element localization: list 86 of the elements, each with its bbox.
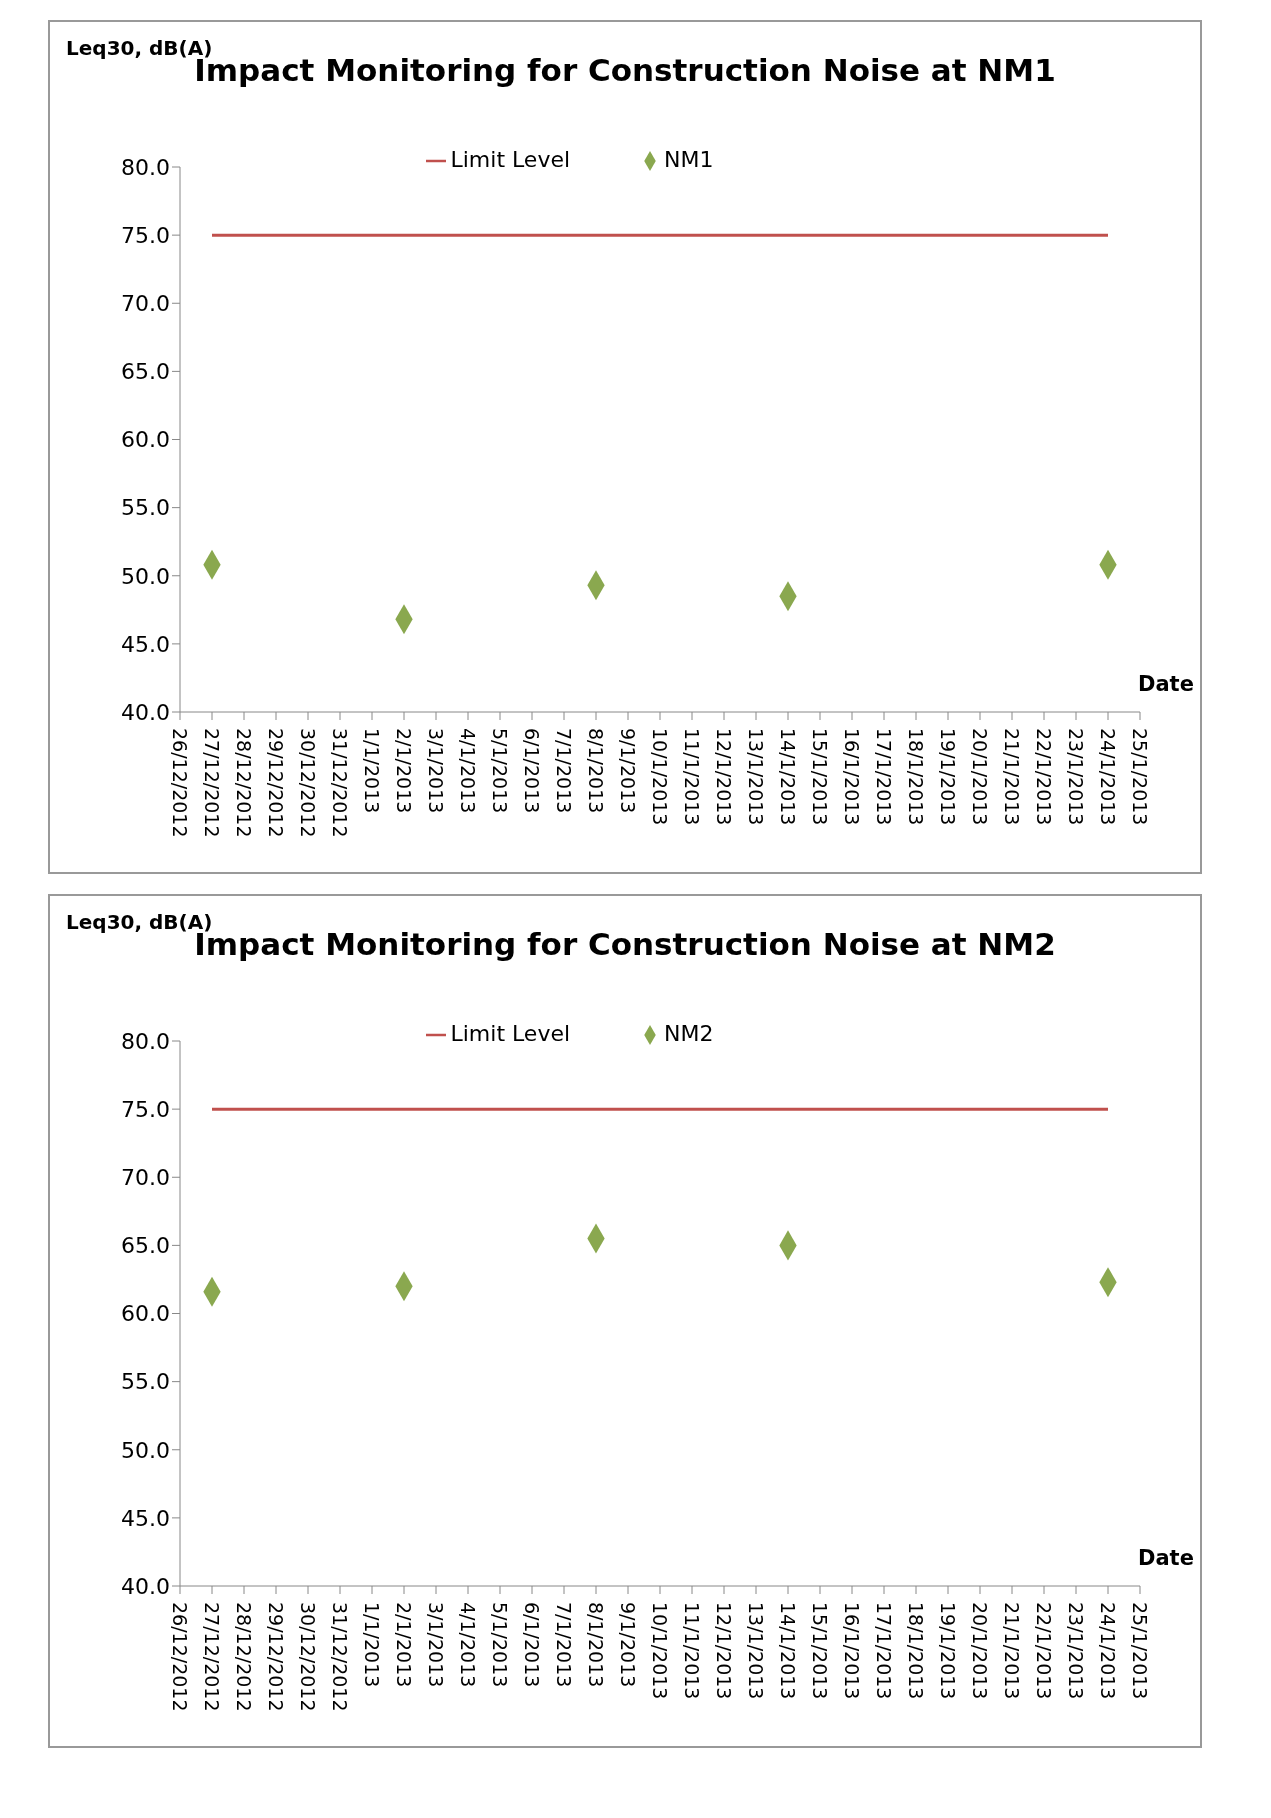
x-tick-label: 13/1/2013 <box>745 728 768 826</box>
x-tick-label: 28/12/2012 <box>233 728 256 838</box>
x-tick-label: 21/1/2013 <box>1001 1602 1024 1700</box>
x-tick-label: 6/1/2013 <box>521 1602 544 1688</box>
y-tick-label: 65.0 <box>121 359 170 385</box>
x-tick-label: 20/1/2013 <box>969 728 992 826</box>
x-tick-label: 25/1/2013 <box>1129 728 1152 826</box>
x-tick-label: 30/12/2012 <box>297 728 320 838</box>
x-tick-label: 19/1/2013 <box>937 1602 960 1700</box>
x-tick-label: 18/1/2013 <box>905 1602 928 1700</box>
x-tick-label: 29/12/2012 <box>265 728 288 838</box>
y-tick-label: 55.0 <box>121 1369 170 1395</box>
x-tick-label: 8/1/2013 <box>585 1602 608 1688</box>
x-tick-label: 15/1/2013 <box>809 1602 832 1700</box>
x-tick-label: 4/1/2013 <box>457 728 480 814</box>
y-tick-label: 75.0 <box>121 222 170 248</box>
x-tick-label: 17/1/2013 <box>873 728 896 826</box>
x-tick-label: 16/1/2013 <box>841 728 864 826</box>
x-tick-label: 27/12/2012 <box>201 728 224 838</box>
x-tick-label: 23/1/2013 <box>1065 1602 1088 1700</box>
x-tick-label: 12/1/2013 <box>713 1602 736 1700</box>
y-tick-label: 80.0 <box>121 1028 170 1054</box>
x-tick-label: 2/1/2013 <box>393 728 416 814</box>
x-tick-label: 6/1/2013 <box>521 728 544 814</box>
x-tick-label: 1/1/2013 <box>361 1602 384 1688</box>
x-tick-label: 31/12/2012 <box>329 728 352 838</box>
x-tick-label: 3/1/2013 <box>425 1602 448 1688</box>
y-tick-label: 45.0 <box>121 631 170 657</box>
x-tick-label: 22/1/2013 <box>1033 728 1056 826</box>
x-tick-label: 21/1/2013 <box>1001 728 1024 826</box>
x-tick-label: 12/1/2013 <box>713 728 736 826</box>
x-tick-label: 30/12/2012 <box>297 1602 320 1712</box>
x-tick-label: 15/1/2013 <box>809 728 832 826</box>
x-tick-label: 8/1/2013 <box>585 728 608 814</box>
legend-label: NM1 <box>664 147 714 172</box>
legend-label: Limit Level <box>450 147 571 172</box>
x-tick-label: 27/12/2012 <box>201 1602 224 1712</box>
y-tick-label: 55.0 <box>121 495 170 521</box>
x-tick-label: 18/1/2013 <box>905 728 928 826</box>
x-tick-label: 31/12/2012 <box>329 1602 352 1712</box>
y-tick-label: 40.0 <box>121 1573 170 1599</box>
y-tick-label: 70.0 <box>121 291 170 317</box>
x-tick-label: 19/1/2013 <box>937 728 960 826</box>
x-tick-label: 23/1/2013 <box>1065 728 1088 826</box>
x-tick-label: 14/1/2013 <box>777 1602 800 1700</box>
x-tick-label: 24/1/2013 <box>1097 728 1120 826</box>
y-tick-label: 60.0 <box>121 427 170 453</box>
x-tick-label: 5/1/2013 <box>489 1602 512 1688</box>
x-tick-label: 14/1/2013 <box>777 728 800 826</box>
x-tick-label: 13/1/2013 <box>745 1602 768 1700</box>
x-tick-label: 26/12/2012 <box>169 728 192 838</box>
y-tick-label: 45.0 <box>121 1505 170 1531</box>
y-tick-label: 50.0 <box>121 563 170 589</box>
y-tick-label: 65.0 <box>121 1233 170 1259</box>
y-tick-label: 75.0 <box>121 1096 170 1122</box>
legend-label: Limit Level <box>450 1021 571 1046</box>
x-tick-label: 26/12/2012 <box>169 1602 192 1712</box>
x-tick-label: 1/1/2013 <box>361 728 384 814</box>
y-tick-label: 70.0 <box>121 1165 170 1191</box>
y-tick-label: 60.0 <box>121 1301 170 1327</box>
x-tick-label: 7/1/2013 <box>553 1602 576 1688</box>
x-tick-label: 22/1/2013 <box>1033 1602 1056 1700</box>
y-tick-label: 40.0 <box>121 699 170 725</box>
x-tick-label: 28/12/2012 <box>233 1602 256 1712</box>
x-tick-label: 24/1/2013 <box>1097 1602 1120 1700</box>
x-tick-label: 4/1/2013 <box>457 1602 480 1688</box>
x-tick-label: 2/1/2013 <box>393 1602 416 1688</box>
x-tick-label: 10/1/2013 <box>649 1602 672 1700</box>
x-tick-label: 29/12/2012 <box>265 1602 288 1712</box>
x-axis-title: Date <box>1138 1546 1194 1570</box>
y-tick-label: 80.0 <box>121 154 170 180</box>
x-tick-label: 9/1/2013 <box>617 1602 640 1688</box>
x-tick-label: 17/1/2013 <box>873 1602 896 1700</box>
legend-label: NM2 <box>664 1021 714 1046</box>
x-tick-label: 11/1/2013 <box>681 728 704 826</box>
x-tick-label: 7/1/2013 <box>553 728 576 814</box>
x-tick-label: 25/1/2013 <box>1129 1602 1152 1700</box>
x-axis-title: Date <box>1138 672 1194 696</box>
x-tick-label: 16/1/2013 <box>841 1602 864 1700</box>
x-tick-label: 20/1/2013 <box>969 1602 992 1700</box>
x-tick-label: 3/1/2013 <box>425 728 448 814</box>
y-tick-label: 50.0 <box>121 1437 170 1463</box>
x-tick-label: 10/1/2013 <box>649 728 672 826</box>
x-tick-label: 11/1/2013 <box>681 1602 704 1700</box>
x-tick-label: 5/1/2013 <box>489 728 512 814</box>
x-tick-label: 9/1/2013 <box>617 728 640 814</box>
